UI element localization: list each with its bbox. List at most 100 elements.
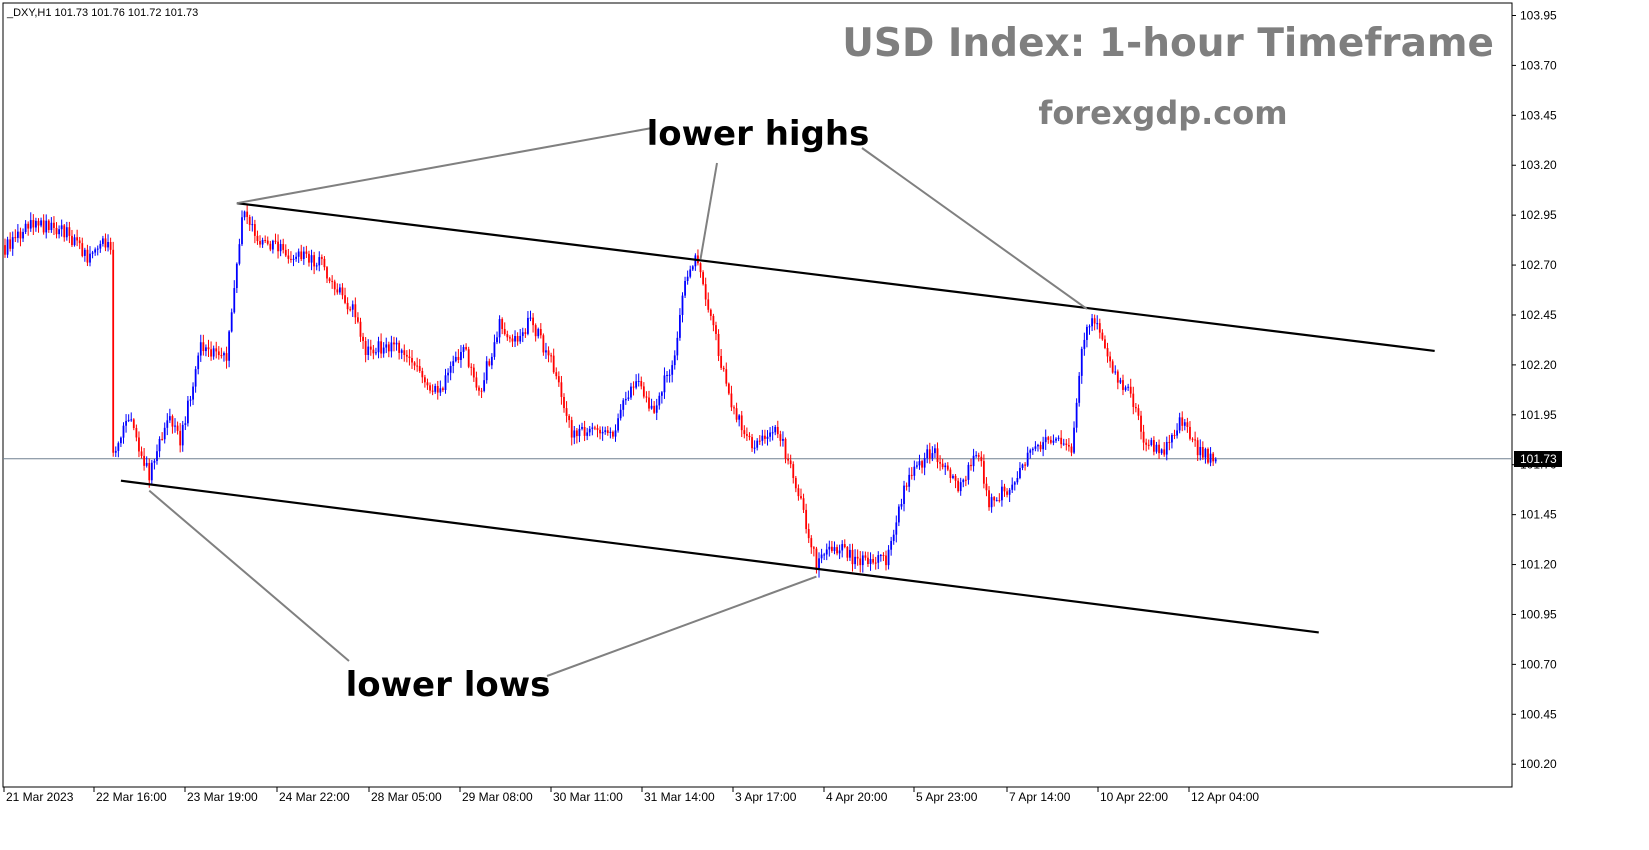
candle-body [1137,408,1140,416]
candle-body [91,252,94,254]
candle-body [1114,371,1117,373]
candle-body [328,278,331,281]
candle-body [980,456,983,462]
candle-body [89,253,91,263]
candle-body [449,365,452,373]
candle-body [524,332,527,334]
candle-body [1011,484,1014,490]
candle-body [233,288,236,313]
candle-body [550,355,553,357]
candle-body [65,227,68,238]
candle-body [578,428,581,437]
candle-body [202,342,205,352]
candle-body [73,237,76,246]
candle-body [838,550,841,554]
candle-body [452,361,455,366]
candle-body [1122,380,1124,390]
candle-body [282,244,285,250]
candle-body [627,397,630,399]
candle-body [583,426,586,436]
candle-body [573,430,576,438]
candle-body [439,388,442,393]
candle-body [9,239,12,249]
candle-body [1155,444,1158,452]
candle-body [918,461,921,466]
candle-body [4,245,6,255]
candle-body [411,357,413,363]
candle-body [29,220,32,229]
candle-body [429,385,431,391]
annotation-pointers-group [148,127,1088,677]
candle-body [1186,422,1189,427]
current-price-label: 101.73 [1520,452,1557,466]
candle-body [274,240,277,242]
candle-body [1183,422,1186,426]
candle-body [699,263,702,273]
candle-body [130,419,133,421]
candle-body [138,437,140,452]
candle-body [666,375,668,377]
candle-body [985,483,988,491]
candle-body [1083,339,1086,349]
candle-body [483,380,486,391]
candle-body [1168,441,1171,443]
candle-body [1024,464,1026,466]
candle-body [691,266,694,270]
candle-body [1044,437,1047,443]
candle-body [308,253,310,263]
candle-body [1080,348,1083,376]
candle-body [454,356,457,362]
candle-body [174,425,176,427]
candle-body [416,365,419,367]
candle-body [369,346,372,350]
candle-body [1016,478,1019,483]
current-price-label-bg [1514,451,1562,467]
candle-body [313,255,316,267]
candle-body [1067,444,1070,447]
candle-body [635,381,638,388]
candle-body [617,418,619,431]
candle-body [1111,361,1114,373]
candle-body [145,462,148,466]
candle-body [751,437,753,449]
candle-body [681,295,684,315]
candle-body [447,372,449,376]
candle-body [1140,415,1142,432]
candle-body [867,557,869,564]
candle-body [1116,371,1119,383]
candle-body [828,546,831,550]
candle-body [946,465,949,470]
candle-body [1181,417,1184,426]
candle-body [194,369,197,387]
candle-body [243,211,246,218]
candle-body [1031,448,1034,451]
candle-body [86,249,89,263]
candle-body [390,342,393,352]
candle-body [431,390,434,392]
candle-body [575,430,578,437]
candle-body [256,235,259,242]
candle-body [387,344,390,352]
candle-body [168,416,171,421]
candle-body [1129,386,1132,394]
candle-body [970,464,972,467]
candle-body [508,337,511,339]
candle-body [1042,442,1045,450]
candle-body [460,351,462,360]
candle-body [717,333,720,356]
candle-body [1142,431,1145,443]
candle-body [246,211,249,217]
candle-body [1199,446,1202,456]
candle-body [676,337,679,356]
candle-body [109,242,112,250]
candle-body [916,465,918,467]
candle-body [150,462,153,481]
candle-body [1055,438,1057,441]
candle-body [1145,442,1148,445]
candle-body [338,287,341,293]
candle-body [1119,380,1122,383]
candle-body [408,356,411,358]
x-tick-label: 31 Mar 14:00 [644,790,715,804]
candle-body [722,367,725,370]
candle-body [400,350,403,353]
